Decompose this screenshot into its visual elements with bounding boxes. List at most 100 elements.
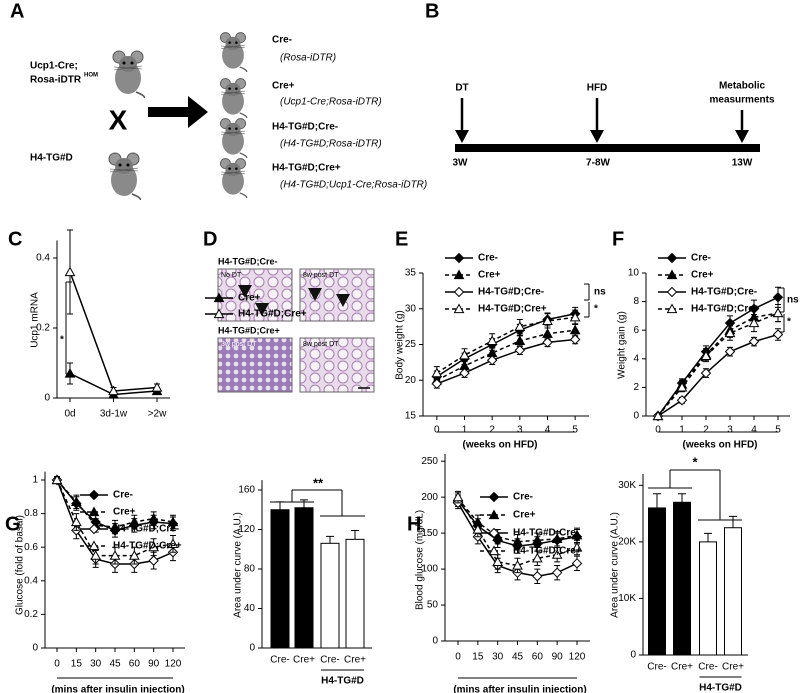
y-tick-label: 25 — [405, 339, 417, 350]
x-tick-label: Cre+ — [671, 662, 693, 673]
x-tick-label: 3d-1w — [100, 409, 128, 420]
annotation: ns — [594, 287, 606, 298]
data-point — [88, 540, 100, 551]
data-point — [514, 345, 526, 356]
legend-label: H4-TG#D;Cre- — [691, 287, 757, 298]
y-tick-label: 0 — [249, 643, 255, 654]
data-point — [724, 346, 736, 357]
data-point — [551, 567, 563, 578]
time-label: 7-8W — [586, 158, 610, 169]
error-bar — [326, 535, 334, 544]
group-label: H4-TG#D — [699, 683, 742, 693]
x-tick-label: 1 — [462, 425, 468, 436]
histology-image — [217, 268, 293, 322]
offspring-genotype: (Ucp1-Cre;Rosa-iDTR) — [280, 97, 382, 108]
x-tick-label: 0 — [655, 425, 661, 436]
data-point — [213, 292, 225, 303]
offspring-genotype: (H4-TG#D;Ucp1-Cre;Rosa-iDTR) — [280, 180, 427, 191]
x-tick-label: 3 — [727, 425, 733, 436]
data-point — [542, 337, 553, 348]
time-label: 3W — [453, 158, 469, 169]
mouse-icon — [219, 31, 248, 72]
panel-label: D — [203, 228, 217, 250]
cross-symbol: X — [109, 104, 128, 135]
bar — [648, 507, 666, 656]
panel-label: F — [612, 228, 624, 250]
y-tick-label: 2 — [633, 382, 639, 393]
y-tick-label: 0.4 — [36, 253, 50, 264]
data-point — [512, 536, 523, 546]
panel-label: G — [5, 513, 21, 535]
legend-label: Cre- — [513, 492, 533, 503]
bar — [320, 542, 340, 649]
x-tick-label: 120 — [165, 659, 182, 670]
mouse-icon — [219, 117, 248, 158]
data-point — [167, 516, 179, 527]
y-axis-label: Body weight (g) — [395, 310, 406, 379]
y-tick-label: 0.4 — [24, 575, 38, 586]
event-arrows — [460, 98, 744, 134]
bar — [673, 501, 691, 656]
data-point — [488, 491, 500, 503]
legend-label: H4-TG#D;Cre- — [513, 528, 579, 539]
cross-arrow — [148, 96, 208, 128]
panel-label: B — [425, 0, 439, 22]
data-point — [453, 303, 465, 314]
series-line — [69, 271, 158, 392]
data-point — [128, 550, 140, 560]
legend-label: H4-TG#D;Cre+ — [113, 541, 182, 552]
data-point — [109, 521, 121, 532]
offspring-name: Cre- — [272, 35, 292, 46]
data-point — [666, 252, 678, 264]
y-tick-label: 0 — [32, 643, 38, 654]
error-bar — [678, 493, 686, 503]
legend-label: H4-TG#D;Cre- — [478, 287, 544, 298]
annotation: * — [60, 335, 64, 346]
data-point — [452, 491, 464, 502]
y-tick-label: 0.2 — [36, 323, 50, 334]
time-label: 13W — [732, 158, 753, 169]
y-tick-label: 0 — [432, 636, 438, 647]
data-point — [531, 552, 543, 563]
x-tick-label: 15 — [71, 659, 83, 670]
x-tick-label: 45 — [512, 652, 524, 663]
y-axis-label: Area under curve (A.U.) — [610, 512, 621, 618]
offspring-name: H4-TG#D;Cre- — [272, 122, 338, 133]
data-point — [531, 534, 543, 545]
data-point — [488, 527, 500, 539]
y-tick-label: 10K — [618, 593, 636, 604]
data-point — [569, 324, 581, 335]
legend-label: Cre+ — [691, 270, 714, 281]
y-tick-label: 4 — [633, 353, 639, 364]
x-tick-label: 4 — [545, 425, 551, 436]
y-tick-label: 20K — [618, 537, 636, 548]
y-tick-label: 0.2 — [24, 609, 38, 620]
x-tick-label: 30 — [90, 659, 102, 670]
data-point — [551, 549, 563, 559]
legend-label: Cre- — [113, 490, 133, 501]
data-point — [676, 395, 688, 406]
y-tick-label: 40 — [244, 603, 256, 614]
data-point — [676, 381, 688, 392]
x-tick-label: 4 — [751, 425, 757, 436]
legend-label: Cre+ — [238, 293, 261, 304]
data-point — [213, 308, 225, 319]
data-point — [88, 489, 100, 501]
legend-label: Cre- — [691, 253, 711, 264]
y-axis-label: Ucp1 mRNA — [30, 292, 41, 348]
data-point — [512, 559, 523, 570]
data-point — [88, 523, 100, 535]
legend-label: H4-TG#D;Cre+ — [478, 304, 547, 315]
panel-label: C — [8, 228, 22, 250]
data-point — [514, 335, 526, 346]
legend-label: Cre+ — [113, 507, 136, 518]
data-point — [70, 516, 82, 527]
group-label: H4-TG#D;Cre- — [218, 256, 278, 266]
legend-label: Cre- — [478, 253, 498, 264]
panel-label: H — [407, 513, 421, 535]
x-tick-label: 120 — [569, 652, 586, 663]
error-bar — [351, 529, 359, 540]
y-tick-label: 30K — [618, 480, 636, 491]
data-point — [532, 571, 543, 582]
x-tick-label: 1 — [679, 425, 685, 436]
